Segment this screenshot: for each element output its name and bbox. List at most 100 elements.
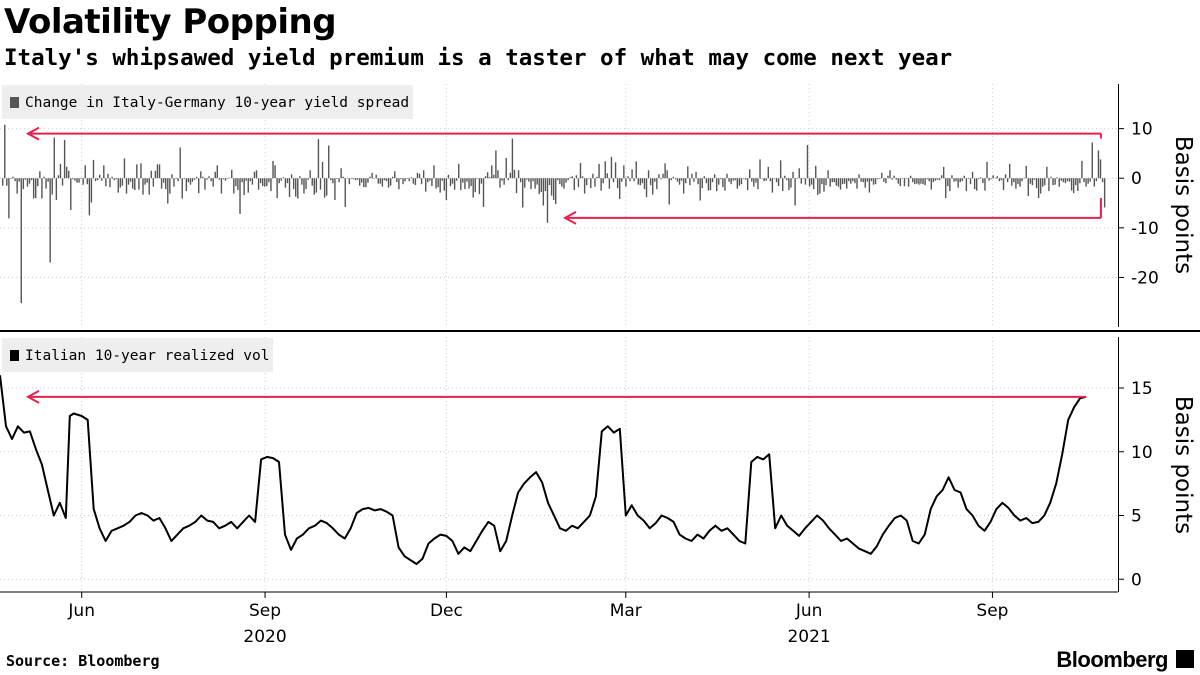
bottom-arrow: [25, 390, 1087, 404]
bar-series: [2, 124, 1106, 304]
bar: [633, 178, 635, 182]
bar: [988, 178, 990, 181]
bar: [257, 178, 260, 190]
bar: [1006, 178, 1009, 183]
bar: [262, 178, 264, 187]
bar: [827, 170, 829, 179]
bar: [705, 178, 708, 184]
bar: [208, 176, 210, 179]
bar: [668, 178, 670, 205]
bar: [78, 178, 80, 183]
bar: [235, 178, 237, 187]
bar: [410, 177, 412, 179]
bar: [255, 170, 258, 179]
bar: [12, 176, 14, 179]
bar: [693, 178, 695, 182]
bar: [856, 178, 858, 189]
bottom-y-axis-title: Basis points: [1170, 396, 1196, 534]
bar: [850, 178, 852, 184]
bar: [736, 178, 739, 189]
bar: [998, 178, 1001, 182]
bar: [1085, 178, 1087, 187]
bar: [746, 178, 749, 191]
bar: [375, 174, 377, 179]
bar: [156, 164, 159, 179]
bar: [1044, 178, 1046, 186]
bar: [460, 178, 462, 191]
bar: [530, 178, 532, 190]
bar: [753, 178, 755, 187]
bar: [897, 178, 899, 184]
bar: [220, 178, 223, 194]
bar: [103, 165, 105, 179]
bar: [367, 178, 369, 183]
bar: [784, 175, 786, 179]
bar: [406, 178, 408, 179]
bar: [715, 178, 718, 192]
bar: [963, 175, 966, 179]
bar: [43, 176, 45, 179]
bar: [338, 178, 340, 183]
bar: [563, 178, 565, 189]
bar: [594, 178, 596, 187]
bar: [332, 178, 334, 184]
bar: [561, 178, 563, 187]
bar: [701, 178, 703, 189]
bar: [823, 178, 825, 192]
bar: [455, 178, 458, 181]
bar: [61, 178, 64, 186]
bar: [342, 176, 344, 179]
bar: [711, 178, 714, 183]
bar: [68, 170, 70, 179]
bar: [121, 178, 124, 186]
bar: [404, 178, 406, 182]
bar: [903, 178, 906, 187]
bar: [614, 162, 617, 179]
bar: [228, 177, 231, 179]
bar: [577, 178, 580, 188]
bar: [86, 178, 89, 185]
bar: [598, 163, 600, 179]
bar: [47, 178, 49, 182]
bar: [427, 178, 429, 183]
bar: [134, 178, 136, 191]
bar: [767, 166, 769, 179]
bar: [703, 176, 706, 179]
bar: [200, 171, 202, 179]
bar: [656, 178, 658, 190]
bar: [127, 178, 130, 185]
bar: [916, 178, 918, 184]
bar: [812, 178, 815, 190]
bar: [387, 178, 390, 188]
bar: [862, 178, 864, 183]
bar: [443, 178, 445, 191]
bar: [575, 175, 578, 179]
bar: [788, 178, 790, 191]
bar: [330, 178, 332, 181]
bar: [1103, 178, 1106, 208]
bar: [1023, 177, 1025, 179]
bar: [1062, 178, 1065, 183]
bar: [214, 171, 216, 179]
bar: [1002, 178, 1005, 191]
bar: [1011, 178, 1013, 186]
bar: [389, 178, 392, 186]
bar: [567, 178, 569, 181]
bar: [76, 178, 78, 183]
bar: [845, 178, 848, 189]
bar: [169, 178, 171, 194]
bar: [418, 173, 421, 179]
bar: [259, 178, 262, 184]
bar: [486, 172, 489, 179]
bar: [1052, 178, 1054, 186]
bar: [218, 178, 221, 180]
bar: [548, 178, 551, 186]
bar: [1046, 166, 1048, 179]
bar: [786, 178, 788, 181]
bar: [507, 178, 509, 181]
bar: [538, 178, 540, 195]
bar: [973, 178, 976, 190]
bar: [22, 178, 25, 190]
bar: [245, 178, 247, 181]
